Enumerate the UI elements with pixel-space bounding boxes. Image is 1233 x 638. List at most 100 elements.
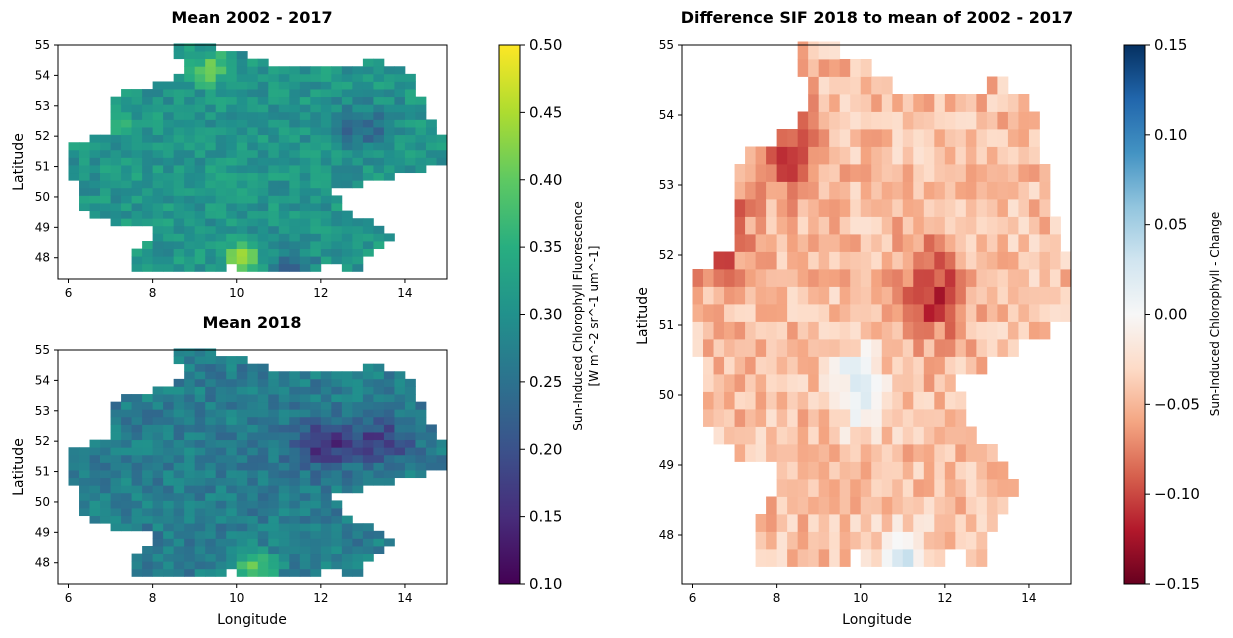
- panel3-cell: [955, 286, 967, 305]
- colorbar-change-tick-label: −0.15: [1154, 575, 1200, 593]
- panel3-cell: [755, 374, 767, 392]
- panel3-cell: [787, 164, 799, 182]
- panel2-cell: [352, 568, 364, 577]
- panel2-cell: [352, 386, 364, 395]
- panel3-cell: [944, 146, 956, 165]
- panel3-cell: [902, 356, 914, 375]
- panel3-cell: [1049, 234, 1061, 252]
- panel3-ytick-label: 53: [659, 178, 674, 192]
- panel2-cell: [131, 394, 143, 403]
- panel3-cell: [860, 269, 872, 287]
- panel3-cell: [808, 514, 820, 532]
- panel1-cell: [320, 96, 332, 105]
- panel3-cell: [839, 461, 851, 480]
- panel2-cell: [299, 432, 311, 441]
- panel1-cell: [247, 218, 259, 227]
- panel3-cell: [955, 531, 967, 550]
- panel1-cell: [236, 127, 248, 136]
- panel1-cell: [247, 111, 259, 120]
- panel1-cell: [236, 203, 248, 212]
- panel3-cell: [871, 444, 883, 462]
- panel3-cell: [787, 409, 799, 427]
- panel1-cell: [131, 134, 143, 143]
- panel3-cell: [787, 146, 799, 165]
- panel2-cell: [278, 538, 290, 547]
- panel1-cell: [341, 256, 353, 265]
- panel3-cell: [892, 129, 904, 147]
- panel2-xtick-label: 14: [397, 591, 412, 605]
- panel2-cell: [425, 424, 437, 433]
- panel1-cell: [163, 180, 175, 189]
- panel3-cell: [860, 304, 872, 322]
- panel1-cell: [257, 248, 269, 257]
- panel2-cell: [142, 447, 154, 456]
- panel3-cell: [1018, 286, 1030, 305]
- panel3-frame: [681, 44, 1072, 585]
- panel1-cell: [394, 157, 406, 166]
- panel3-cell: [892, 461, 904, 480]
- panel3-cell: [1018, 129, 1030, 147]
- panel2-cell: [194, 523, 206, 532]
- panel2-cell: [320, 401, 332, 410]
- panel3-cell: [871, 339, 883, 357]
- panel1-cell: [289, 104, 301, 113]
- panel1-cell: [415, 96, 427, 105]
- panel1-cell: [173, 233, 185, 242]
- panel2-ytick-label: 49: [35, 525, 50, 539]
- panel2-cell: [425, 439, 437, 448]
- panel2-cell: [121, 424, 132, 433]
- panel1-ytick-label: 52: [35, 129, 50, 143]
- panel1-cell: [415, 149, 427, 158]
- panel3-cell: [871, 269, 883, 287]
- panel3-cell: [944, 444, 956, 462]
- panel3-cell: [839, 444, 851, 462]
- panel3-cell: [1018, 111, 1030, 130]
- panel3-cell: [808, 531, 820, 550]
- panel3-cell: [923, 391, 935, 410]
- panel1-cell: [184, 119, 196, 128]
- panel1-cell: [310, 225, 322, 234]
- panel3-cell: [1049, 269, 1061, 287]
- panel1-cell: [257, 73, 269, 82]
- panel2-cell: [236, 447, 248, 456]
- panel3-cell: [808, 111, 820, 130]
- panel1-cell: [184, 203, 196, 212]
- panel3-cell: [818, 286, 830, 305]
- panel3-cell: [892, 94, 904, 112]
- panel1-cell: [415, 157, 427, 166]
- panel2-cell: [79, 492, 90, 501]
- panel2-cell: [121, 401, 132, 410]
- panel3-cell: [818, 304, 830, 322]
- panel3-cell: [776, 216, 788, 235]
- panel1-cell: [299, 225, 311, 234]
- panel1-cell: [289, 195, 301, 204]
- panel1-cell: [100, 195, 111, 204]
- panel3-cell: [713, 374, 725, 392]
- panel2-cell: [226, 462, 238, 471]
- panel3-cell: [829, 426, 841, 445]
- panel2-cell: [205, 553, 217, 562]
- panel3-cell: [745, 181, 756, 200]
- panel3-cell: [776, 269, 788, 287]
- panel1-cell: [226, 127, 238, 136]
- panel2-cell: [131, 523, 143, 532]
- panel2-cell: [257, 561, 269, 570]
- panel2-cell: [373, 432, 385, 441]
- panel2-xtick-label: 6: [65, 591, 73, 605]
- panel3-cell: [776, 164, 788, 182]
- panel1-cell: [194, 241, 206, 250]
- panel3-cell: [997, 111, 1009, 130]
- panel1-cell: [299, 119, 311, 128]
- panel2-cell: [142, 485, 154, 494]
- panel3-cell: [745, 426, 756, 445]
- panel1-frame: [57, 44, 448, 280]
- panel1-cell: [383, 149, 395, 158]
- panel1-cell: [310, 248, 322, 257]
- panel3-cell: [881, 216, 893, 235]
- panel3-cell: [850, 76, 862, 95]
- panel3-cell: [850, 391, 862, 410]
- panel2-cell: [247, 447, 259, 456]
- panel3-cell: [923, 514, 935, 532]
